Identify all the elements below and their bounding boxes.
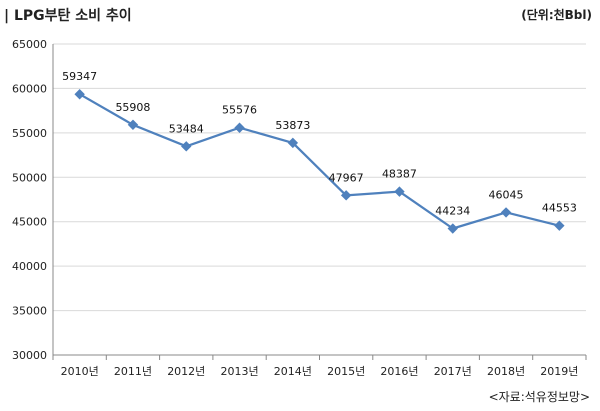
data-label: 46045: [489, 188, 524, 201]
data-label: 53484: [169, 122, 204, 135]
x-tick-label: 2014년: [274, 365, 312, 378]
axes: [52, 44, 587, 360]
y-tick-label: 65000: [12, 38, 47, 51]
data-point: [447, 223, 458, 234]
series-line-path: [79, 93, 560, 230]
y-tick-label: 30000: [12, 349, 47, 362]
grid-lines: [53, 43, 586, 312]
data-point: [74, 89, 85, 100]
data-point: [127, 119, 139, 130]
y-tick-label: 40000: [12, 260, 47, 273]
data-points: [74, 89, 565, 234]
data-point: [394, 186, 405, 197]
x-tick-label: 2017년: [434, 365, 472, 378]
x-tick-label: 2018년: [487, 365, 525, 378]
data-label: 44553: [542, 202, 577, 215]
data-point: [500, 207, 512, 218]
data-point: [287, 137, 299, 149]
series-line: [79, 93, 560, 230]
x-tick-label: 2013년: [220, 365, 258, 378]
y-tick-label: 60000: [12, 82, 47, 95]
data-label: 59347: [62, 70, 97, 83]
y-tick-label: 55000: [12, 127, 47, 140]
y-tick-label: 50000: [12, 171, 47, 184]
data-label: 53873: [275, 119, 310, 132]
unit-label: (단위:천Bbl): [521, 8, 592, 22]
data-point: [181, 141, 192, 152]
source-note: <자료:석유정보망>: [488, 390, 590, 404]
y-tick-labels: 30000 35000 40000 45000 50000 55000 60000 65000: [12, 38, 47, 362]
x-tick-label: 2010년: [61, 365, 99, 378]
y-tick-label: 45000: [12, 216, 47, 229]
data-label: 44234: [435, 205, 470, 218]
x-tick-label: 2016년: [380, 365, 418, 378]
x-tick-label: 2019년: [540, 365, 578, 378]
data-label: 55576: [222, 104, 257, 117]
chart-title: | LPG부탄 소비 추이: [4, 8, 132, 24]
x-tick-label: 2011년: [114, 365, 152, 378]
x-tick-label: 2015년: [327, 365, 365, 378]
data-point: [340, 190, 352, 201]
data-label: 47967: [329, 171, 364, 184]
data-labels: 59347 55908 53484 55576 53873 47967 48387 44234…: [62, 70, 577, 217]
x-tick-labels: 2010년 2011년 2012년 2013년 2014년 2015년 2016년 2017년…: [61, 365, 579, 378]
data-point: [554, 220, 565, 231]
x-tick-label: 2012년: [167, 365, 205, 378]
data-label: 48387: [382, 168, 417, 181]
data-label: 55908: [115, 101, 150, 114]
data-point: [234, 122, 245, 133]
y-tick-label: 35000: [12, 305, 47, 318]
